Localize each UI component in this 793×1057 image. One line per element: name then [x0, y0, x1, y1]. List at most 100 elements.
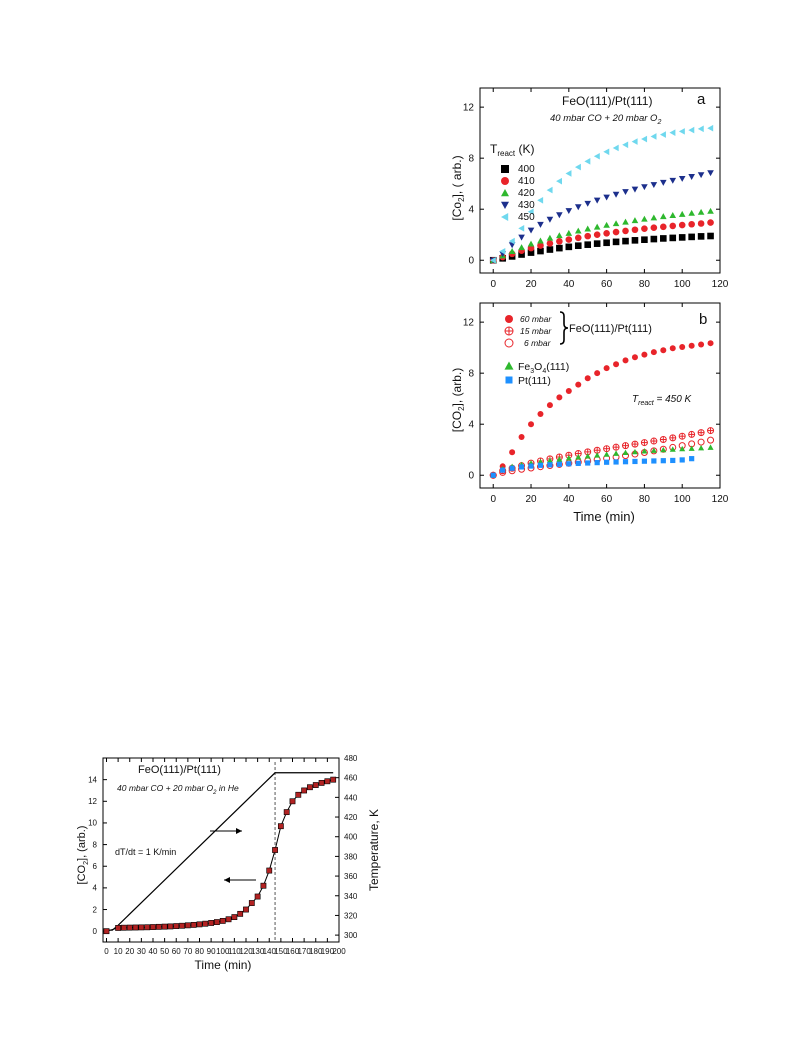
- data-point-400: [603, 239, 610, 247]
- data-point-400: [697, 233, 705, 240]
- x-tick-label: 0: [490, 494, 496, 505]
- y2-tick-label: 340: [344, 892, 358, 901]
- axis-ticks: 0 20 40 60 80 100 120 0 4 8 12: [463, 88, 729, 290]
- plot-frame: [479, 302, 721, 489]
- data-point-series-1: [669, 434, 677, 442]
- data-point-410: [584, 232, 592, 240]
- data-point-420: [641, 215, 648, 222]
- chart-panel-b: 0 20 40 60 80 100 120 0 4 8 12 60 mbar 15 mbar 6 mba…: [450, 302, 729, 524]
- data-point-series-0: [698, 341, 705, 348]
- axis-ticks: 0 20 40 60 80 100 120 0 4 8 12: [463, 303, 729, 505]
- data-point-400: [650, 235, 658, 243]
- data-point-400: [641, 236, 648, 243]
- data-point-co2: [138, 924, 145, 931]
- x-tick-label: 110: [228, 947, 241, 956]
- x-tick-label: 120: [712, 494, 729, 505]
- data-point-series-0: [707, 340, 714, 347]
- data-point-430: [556, 212, 563, 219]
- data-point-series-0: [565, 388, 572, 395]
- data-point-400: [707, 232, 714, 240]
- legend-marker-410: [501, 177, 509, 185]
- x-tick-label: 60: [601, 279, 613, 290]
- data-point-series-2: [707, 436, 715, 444]
- data-point-410: [546, 240, 554, 247]
- data-point-450: [707, 124, 714, 132]
- legend-marker-series-4: [505, 376, 513, 384]
- data-point-450: [565, 170, 572, 177]
- data-point-400: [546, 246, 554, 253]
- data-point-series-3: [679, 445, 686, 452]
- data-point-450: [537, 196, 544, 204]
- data-point-series-2: [697, 438, 705, 446]
- x-axis-label: Time (min): [573, 509, 635, 524]
- legend-marker-400: [501, 165, 509, 173]
- data-point-series-0: [622, 357, 629, 364]
- y-tick-label: 10: [88, 819, 97, 828]
- x-tick-label: 80: [195, 947, 204, 956]
- data-point-430: [546, 216, 554, 223]
- data-point-co2: [126, 924, 133, 931]
- data-point-series-4: [670, 457, 676, 464]
- x-tick-label: 0: [104, 947, 109, 956]
- x-tick-label: 140: [263, 947, 277, 956]
- x-tick-label: 80: [639, 494, 651, 505]
- data-point-400: [556, 244, 563, 252]
- axis-ticks: 0 10 20 30 40 50 60 70 80 90 100110120130140150160…: [88, 754, 358, 956]
- y-tick-label: 8: [468, 369, 474, 380]
- y-tick-label: 4: [468, 205, 474, 216]
- data-point-420: [660, 213, 667, 220]
- data-point-400: [612, 238, 620, 246]
- plot-frame: [479, 87, 721, 274]
- data-point-series-4: [613, 459, 619, 465]
- data-point-400: [518, 251, 525, 258]
- data-point-series-4: [575, 460, 581, 466]
- data-point-450: [612, 144, 619, 152]
- data-point-series-3: [698, 444, 705, 451]
- data-point-420: [574, 227, 582, 234]
- data-point-450: [688, 126, 695, 134]
- data-point-series-1: [640, 439, 648, 447]
- data-point-series-0: [509, 449, 516, 456]
- x-tick-label: 70: [183, 947, 192, 956]
- data-point-co2: [301, 787, 308, 794]
- chart-title: FeO(111)/Pt(111): [562, 94, 652, 108]
- data-point-series-3: [594, 452, 601, 458]
- data-point-410: [669, 222, 677, 230]
- plot-frame: [102, 757, 340, 943]
- x-tick-label: 20: [525, 494, 537, 505]
- data-point-450: [641, 135, 648, 143]
- data-point-430: [593, 197, 601, 204]
- data-point-co2: [103, 928, 110, 935]
- data-points: [489, 124, 714, 264]
- data-point-series-4: [622, 459, 629, 465]
- data-point-410: [565, 236, 573, 243]
- data-point-co2: [167, 923, 174, 930]
- data-point-series-4: [594, 460, 600, 466]
- data-point-co2: [260, 882, 267, 889]
- data-point-co2: [254, 893, 261, 900]
- data-point-450: [556, 177, 563, 185]
- data-point-400: [669, 234, 677, 242]
- legend-marker-450: [501, 213, 509, 221]
- data-point-430: [707, 170, 714, 177]
- chart-subtitle: 40 mbar CO + 20 mbar O2 in He: [117, 783, 239, 796]
- y2-tick-label: 300: [344, 931, 358, 940]
- data-point-450: [593, 152, 600, 160]
- data-point-series-3: [565, 455, 572, 461]
- data-point-series-3: [546, 457, 553, 463]
- data-point-400: [678, 234, 686, 241]
- data-point-450: [508, 237, 515, 245]
- data-point-co2: [161, 923, 168, 930]
- legend-marker-series-0: [505, 315, 513, 323]
- data-point-450: [489, 256, 496, 264]
- legend-label: Pt(111): [518, 375, 551, 387]
- data-point-430: [697, 172, 705, 179]
- data-point-co2: [324, 778, 331, 785]
- y-tick-label: 4: [468, 420, 474, 431]
- data-point-450: [650, 133, 657, 140]
- data-point-series-4: [641, 458, 648, 464]
- chart-subtitle: 40 mbar CO + 20 mbar O2: [550, 113, 661, 126]
- data-point-series-4: [632, 458, 638, 465]
- data-point-450: [631, 138, 638, 145]
